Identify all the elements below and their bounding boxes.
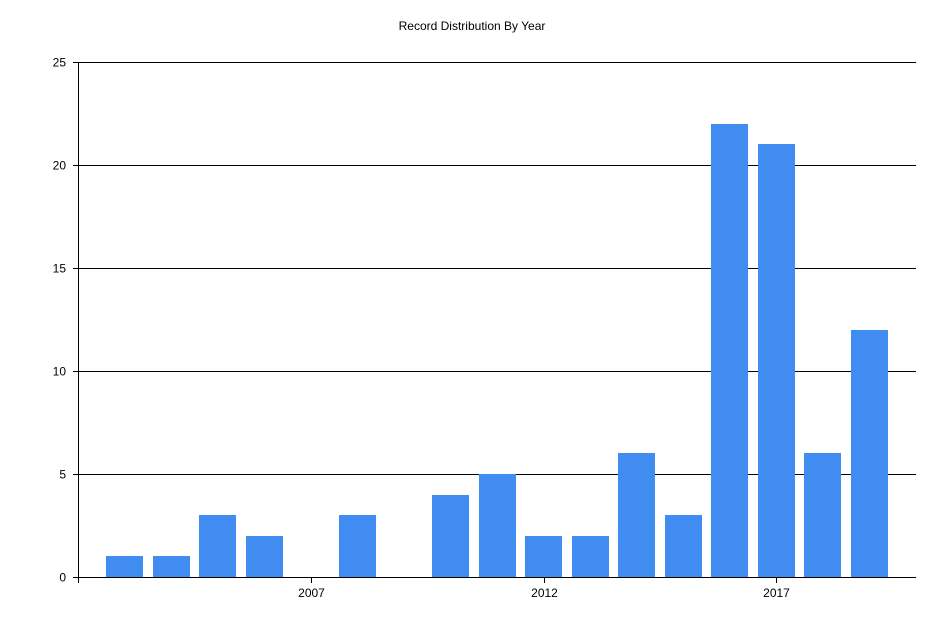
y-tick-label: 5 [59,468,66,482]
bars-layer [106,124,888,577]
y-tick-label: 20 [53,159,67,173]
bar-2005 [199,515,236,577]
bar-2008 [339,515,376,577]
bar-2006 [246,536,283,577]
chart-title: Record Distribution By Year [399,19,546,33]
bar-2018 [804,453,841,577]
bar-2010 [432,495,469,577]
labels-layer: 0 5 10 15 20 25 2007 2012 2017 [53,56,791,601]
bar-2003 [106,556,143,577]
bar-2004 [153,556,190,577]
y-tick-label: 0 [59,571,66,585]
bar-2017 [758,144,795,577]
x-tick-label: 2017 [763,586,790,600]
bar-2019 [851,330,888,577]
x-tick-label: 2012 [531,586,558,600]
bar-2012 [525,536,562,577]
bar-2014 [618,453,655,577]
bar-2011 [479,474,516,577]
bar-2015 [665,515,702,577]
y-tick-label: 10 [53,365,67,379]
bar-2013 [572,536,609,577]
bar-2016 [711,124,748,577]
axes-layer [73,62,916,583]
y-tick-label: 15 [53,262,67,276]
y-tick-label: 25 [53,56,67,70]
x-tick-label: 2007 [298,586,325,600]
